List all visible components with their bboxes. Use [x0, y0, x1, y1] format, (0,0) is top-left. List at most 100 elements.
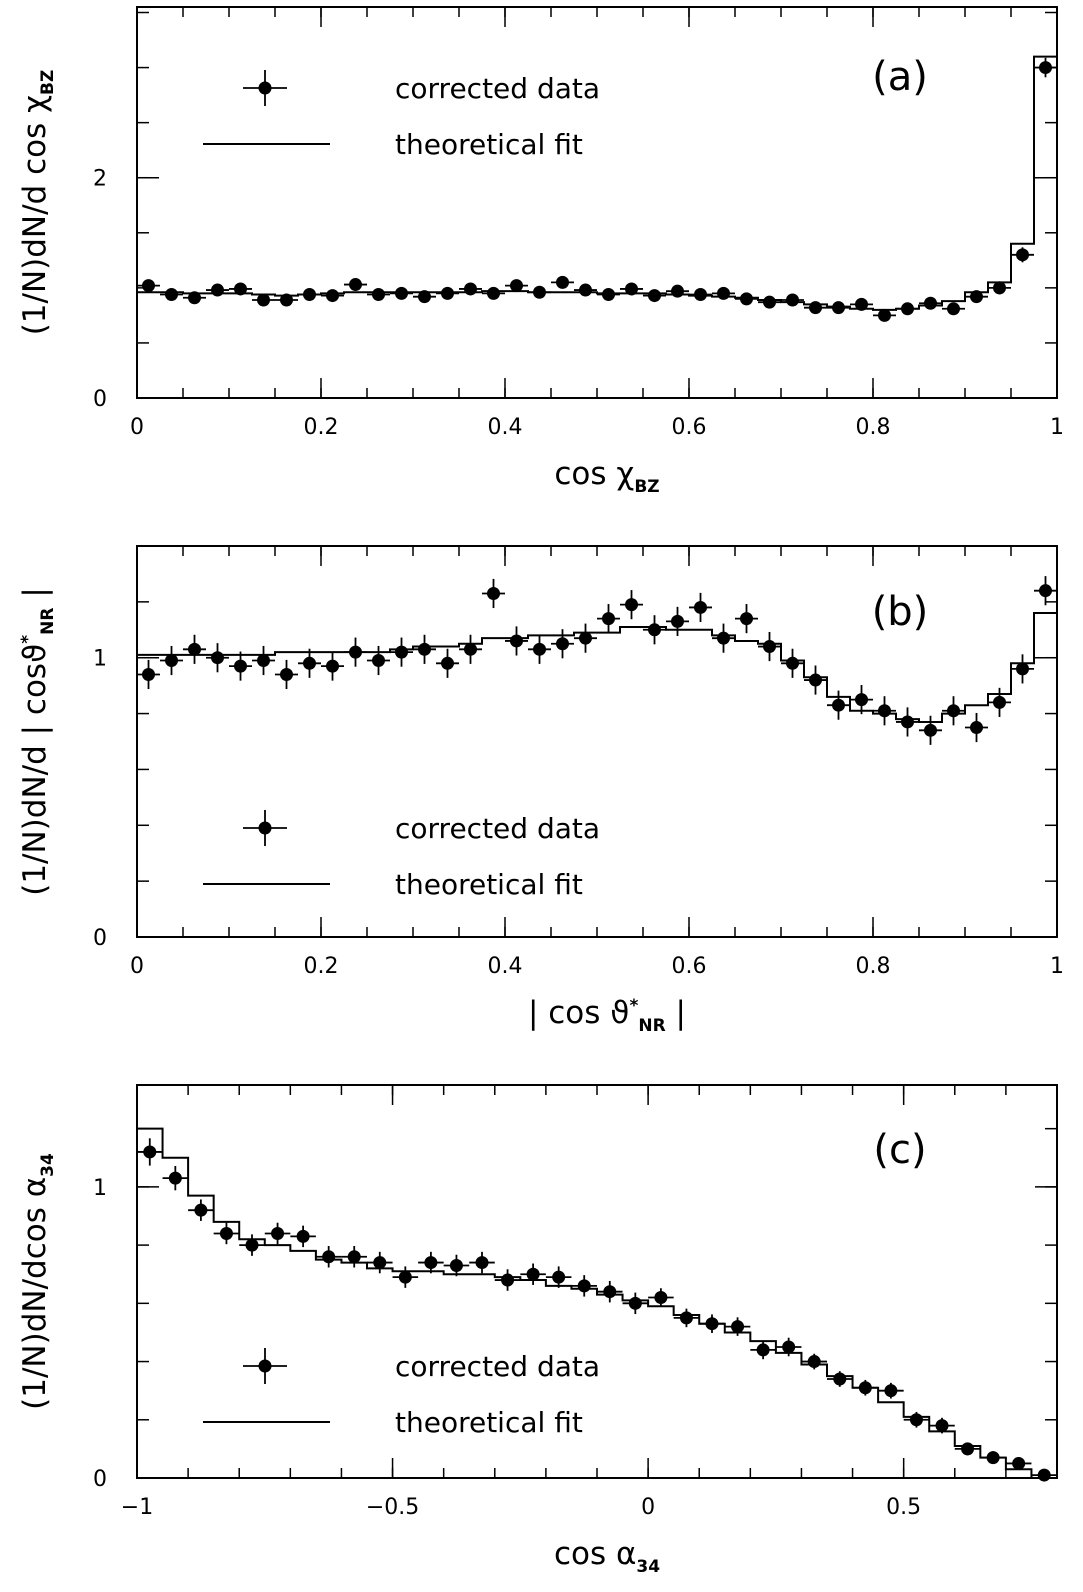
- data-marker: [464, 282, 477, 296]
- data-marker: [717, 631, 730, 645]
- data-point: [206, 283, 229, 297]
- data-marker: [526, 1267, 540, 1281]
- data-marker: [807, 1355, 821, 1369]
- data-point: [804, 665, 827, 695]
- data-point: [443, 1254, 470, 1277]
- data-marker: [855, 693, 868, 707]
- data-marker: [935, 1419, 949, 1433]
- data-marker: [142, 667, 155, 681]
- data-marker: [165, 287, 178, 301]
- x-tick-label: 1: [1050, 415, 1064, 440]
- data-marker: [1039, 61, 1052, 75]
- data-marker: [579, 283, 592, 297]
- data-marker: [168, 1171, 182, 1185]
- data-marker: [1039, 584, 1052, 598]
- data-marker: [832, 698, 845, 712]
- data-point: [873, 308, 896, 322]
- data-point: [413, 634, 436, 664]
- data-marker: [501, 1273, 515, 1287]
- data-point: [545, 1266, 572, 1288]
- data-point: [758, 295, 781, 309]
- data-point: [988, 687, 1011, 717]
- data-point: [344, 278, 367, 292]
- data-point: [367, 287, 390, 301]
- data-point: [418, 1251, 444, 1274]
- data-marker: [271, 1226, 285, 1240]
- data-marker: [487, 286, 500, 300]
- data-point: [482, 286, 505, 300]
- data-marker: [961, 1442, 975, 1456]
- data-marker: [372, 654, 385, 668]
- data-point: [673, 1308, 700, 1328]
- x-tick-label: −1: [121, 1495, 153, 1520]
- data-point: [942, 696, 965, 726]
- data-marker: [372, 287, 385, 301]
- data-marker: [142, 279, 155, 293]
- data-marker: [234, 659, 247, 673]
- data-marker: [475, 1256, 489, 1270]
- data-point: [965, 712, 988, 743]
- data-marker: [809, 673, 822, 687]
- data-point: [137, 659, 160, 690]
- data-marker: [878, 308, 891, 322]
- data-point: [643, 615, 666, 645]
- data-point: [804, 301, 827, 315]
- data-marker: [878, 704, 891, 718]
- y-tick-label: 0: [93, 926, 107, 951]
- data-point: [735, 604, 758, 634]
- panel-c: −1 −0.5 0 0.5 0 1 corrected data theoretical fi…: [17, 1084, 1058, 1577]
- data-marker: [373, 1256, 387, 1270]
- data-marker: [577, 1279, 591, 1293]
- data-marker: [579, 631, 592, 645]
- data-marker: [211, 283, 224, 297]
- legend-label-fit: theoretical fit: [395, 128, 583, 161]
- data-point: [298, 287, 321, 301]
- data-point: [781, 648, 804, 678]
- data-point: [275, 659, 298, 690]
- data-marker: [884, 1384, 898, 1398]
- y-tick-label: 2: [93, 167, 107, 192]
- data-point: [597, 1280, 623, 1303]
- data-marker: [603, 1285, 617, 1299]
- data-point: [896, 707, 919, 737]
- data-point: [827, 301, 850, 315]
- data-marker: [326, 289, 339, 303]
- data-point: [712, 286, 735, 300]
- data-marker: [257, 654, 270, 668]
- data-point: [1011, 654, 1034, 684]
- data-point: [643, 289, 666, 303]
- data-point: [574, 623, 597, 653]
- data-point: [275, 293, 298, 307]
- data-marker: [188, 642, 201, 656]
- y-tick-label: 0: [93, 1467, 107, 1492]
- data-point: [919, 715, 942, 745]
- data-marker: [510, 634, 523, 648]
- data-marker: [625, 598, 638, 612]
- data-point: [942, 302, 965, 316]
- data-marker: [441, 286, 454, 300]
- data-point: [850, 685, 873, 715]
- data-marker: [763, 640, 776, 654]
- legend-marker-dot: [258, 821, 272, 835]
- data-marker: [303, 287, 316, 301]
- data-point: [781, 293, 804, 307]
- data-marker: [855, 297, 868, 311]
- x-axis-title: cos α34: [554, 1536, 660, 1577]
- data-point: [459, 634, 482, 664]
- data-point: [528, 285, 551, 299]
- legend: corrected data theoretical fit: [203, 70, 600, 161]
- data-point: [689, 592, 712, 623]
- data-point: [775, 1337, 802, 1357]
- data-point: [436, 648, 459, 678]
- data-point: [1031, 1468, 1057, 1482]
- data-point: [1005, 1456, 1032, 1470]
- x-axis-title: cos χBZ: [554, 456, 659, 497]
- data-marker: [552, 1270, 566, 1284]
- data-marker: [257, 293, 270, 307]
- data-point: [390, 286, 413, 300]
- data-point: [597, 604, 620, 634]
- data-point: [160, 645, 183, 676]
- data-point: [852, 1379, 879, 1396]
- data-point: [1011, 247, 1034, 263]
- data-marker: [986, 1451, 1000, 1465]
